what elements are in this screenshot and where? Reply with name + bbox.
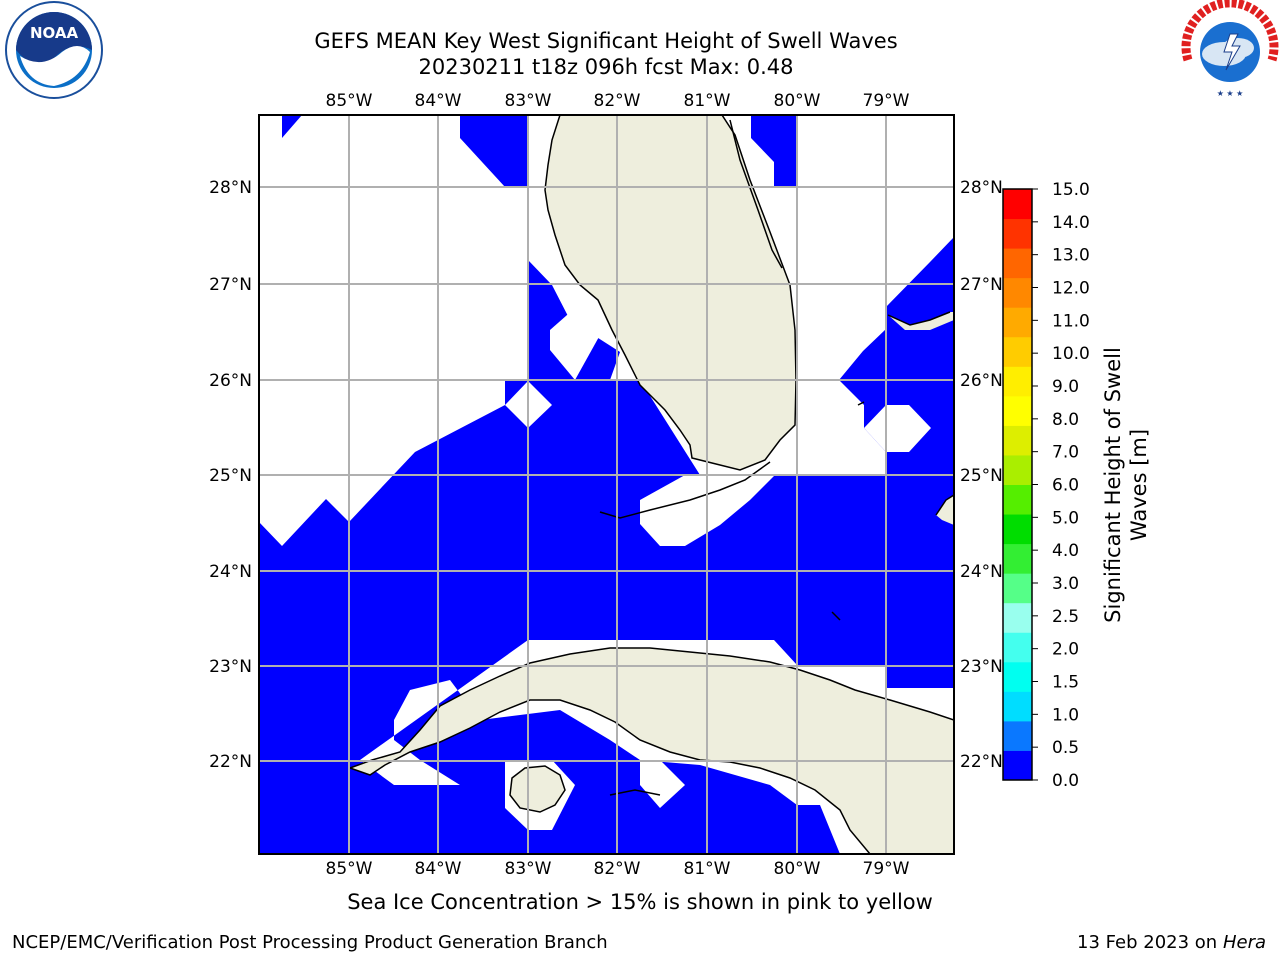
lon-label-top: 82°W — [594, 91, 641, 111]
colorbar-segment — [1003, 543, 1032, 574]
footer-date: 13 Feb 2023 on Hera — [1077, 932, 1266, 953]
colorbar-segment — [1003, 750, 1032, 781]
colorbar-tick-label: 2.5 — [1052, 607, 1079, 627]
colorbar-tick-label: 0.5 — [1052, 738, 1079, 758]
lat-label-right: 24°N — [960, 562, 1003, 582]
colorbar-tick-label: 5.0 — [1052, 508, 1079, 528]
lat-label-left: 28°N — [209, 178, 252, 198]
colorbar-tick-label: 14.0 — [1052, 213, 1090, 233]
colorbar-segment — [1003, 395, 1032, 426]
florida-land — [545, 115, 796, 470]
lon-labels-bottom: 85°W 84°W 83°W 82°W 81°W 80°W 79°W — [326, 859, 910, 879]
colorbar-segment — [1003, 277, 1032, 308]
land-areas — [350, 115, 954, 854]
colorbar-ticks: 0.0 0.5 1.0 1.5 2.0 2.5 3.0 4.0 5.0 6.0 7.0 8.0 9.0 1… — [1032, 180, 1090, 791]
colorbar-tick-label: 12.0 — [1052, 279, 1090, 299]
colorbar-segment — [1003, 189, 1032, 220]
lon-label-bottom: 79°W — [863, 859, 910, 879]
colorbar-tick-label: 13.0 — [1052, 246, 1090, 266]
bahamas-land — [888, 312, 954, 330]
colorbar-tick-label: 0.0 — [1052, 771, 1079, 791]
footer-date-text: 13 Feb 2023 on — [1077, 932, 1218, 953]
colorbar-segment — [1003, 661, 1032, 692]
lon-label-top: 79°W — [863, 91, 910, 111]
isla-juventud-land — [510, 766, 565, 812]
colorbar-tick-label: 7.0 — [1052, 443, 1079, 463]
lon-label-bottom: 85°W — [326, 859, 373, 879]
colorbar-label: Significant Height of Swell Waves [m] — [1101, 347, 1151, 623]
map-panel — [259, 115, 954, 854]
colorbar-segment — [1003, 218, 1032, 249]
colorbar-tick-label: 15.0 — [1052, 180, 1090, 200]
lat-label-left: 23°N — [209, 657, 252, 677]
lat-label-right: 25°N — [960, 466, 1003, 486]
lon-label-bottom: 80°W — [774, 859, 821, 879]
colorbar-tick-label: 1.5 — [1052, 673, 1079, 693]
colorbar-tick-label: 8.0 — [1052, 410, 1079, 430]
colorbar-segment — [1003, 248, 1032, 279]
colorbar-segment — [1003, 484, 1032, 515]
lon-label-bottom: 81°W — [684, 859, 731, 879]
graticule — [259, 115, 954, 854]
cuba-land — [350, 648, 954, 854]
colorbar-tick-label: 9.0 — [1052, 377, 1079, 397]
colorbar-tick-label: 4.0 — [1052, 541, 1079, 561]
colorbar-tick-label: 10.0 — [1052, 344, 1090, 364]
lat-label-left: 27°N — [209, 275, 252, 295]
colorbar-segment — [1003, 425, 1032, 456]
colorbar-tick-label: 6.0 — [1052, 476, 1079, 496]
lon-label-bottom: 83°W — [505, 859, 552, 879]
colorbar-segment — [1003, 336, 1032, 367]
lat-label-left: 25°N — [209, 466, 252, 486]
noaa-logo: NOAA — [5, 1, 103, 99]
footer-host: Hera — [1222, 932, 1266, 953]
lon-label-top: 80°W — [774, 91, 821, 111]
colorbar-segment — [1003, 307, 1032, 338]
lon-label-top: 81°W — [684, 91, 731, 111]
nws-logo: ★ ★ ★ — [1181, 0, 1279, 98]
lon-label-bottom: 84°W — [415, 859, 462, 879]
lat-label-right: 23°N — [960, 657, 1003, 677]
colorbar — [1002, 188, 1033, 781]
lat-label-left: 24°N — [209, 562, 252, 582]
colorbar-tick-label: 3.0 — [1052, 574, 1079, 594]
lon-label-top: 85°W — [326, 91, 373, 111]
coastlines — [349, 115, 954, 854]
colorbar-segment — [1003, 573, 1032, 604]
lat-label-right: 28°N — [960, 178, 1003, 198]
sea-ice-note: Sea Ice Concentration > 15% is shown in … — [347, 890, 933, 914]
colorbar-segment — [1003, 454, 1032, 485]
lat-label-right: 26°N — [960, 371, 1003, 391]
lon-labels-top: 85°W 84°W 83°W 82°W 81°W 80°W 79°W — [326, 91, 910, 111]
chart-subtitle: 20230211 t18z 096h fcst Max: 0.48 — [418, 55, 794, 79]
lon-label-top: 83°W — [505, 91, 552, 111]
colorbar-segment — [1003, 514, 1032, 545]
lon-label-bottom: 82°W — [594, 859, 641, 879]
svg-text:★ ★ ★: ★ ★ ★ — [1217, 89, 1244, 98]
lat-label-right: 27°N — [960, 275, 1003, 295]
chart-title: GEFS MEAN Key West Significant Height of… — [314, 29, 898, 53]
lat-label-right: 22°N — [960, 752, 1003, 772]
colorbar-tick-label: 2.0 — [1052, 640, 1079, 660]
map-frame — [258, 114, 955, 855]
lat-label-left: 26°N — [209, 371, 252, 391]
footer-branch: NCEP/EMC/Verification Post Processing Pr… — [12, 932, 608, 953]
colorbar-tick-label: 11.0 — [1052, 311, 1090, 331]
lon-label-top: 84°W — [415, 91, 462, 111]
bahamas-land-2 — [936, 495, 954, 525]
colorbar-segment — [1003, 691, 1032, 722]
colorbar-segment — [1003, 366, 1032, 397]
colorbar-segment — [1003, 720, 1032, 751]
colorbar-segment — [1003, 602, 1032, 633]
lat-labels-left: 28°N 27°N 26°N 25°N 24°N 23°N 22°N — [209, 178, 252, 772]
lat-label-left: 22°N — [209, 752, 252, 772]
noaa-logo-text: NOAA — [30, 24, 79, 42]
lat-labels-right: 28°N 27°N 26°N 25°N 24°N 23°N 22°N — [960, 178, 1003, 772]
colorbar-tick-label: 1.0 — [1052, 705, 1079, 725]
colorbar-segment — [1003, 632, 1032, 663]
